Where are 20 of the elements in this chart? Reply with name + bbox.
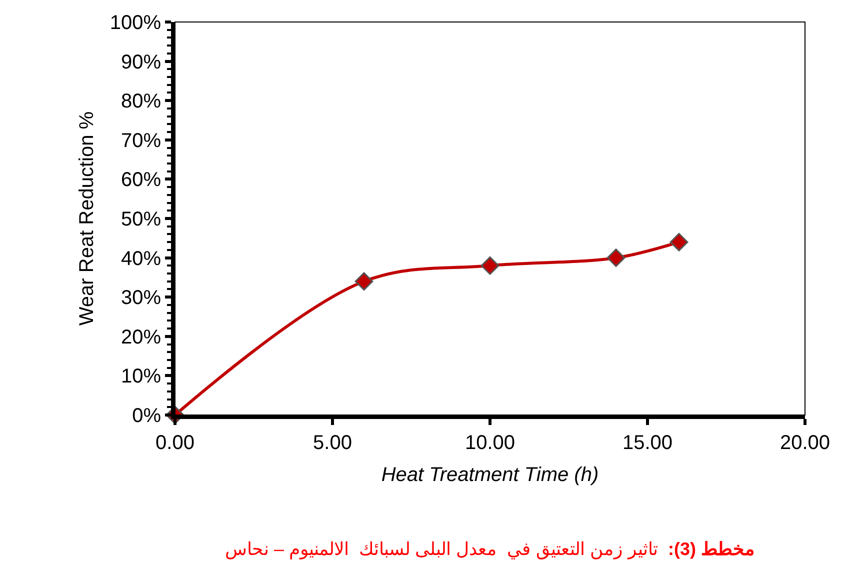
y-axis-title: Wear Reat Reduction %: [76, 111, 98, 326]
text: مخطط (3):: [668, 539, 756, 559]
x-axis-title: Heat Treatment Time (h): [381, 464, 599, 486]
y-tick-label: 40%: [120, 248, 162, 270]
y-tick-label: 0%: [132, 405, 162, 427]
y-tick-label: 80%: [120, 90, 162, 113]
x-tick-label: 5.00: [313, 432, 352, 454]
y-tick-label: 20%: [120, 326, 162, 348]
y-tick-label: 90%: [120, 51, 162, 74]
y-tick-label: 70%: [120, 130, 162, 152]
y-tick-label: 60%: [120, 169, 162, 192]
text: تاثير زمن التعتيق في معدل البلى لسبائك الالمنيوم – نحاس: [225, 539, 658, 559]
x-tick-label: 0.00: [156, 432, 194, 454]
x-tick-label: 20.00: [780, 432, 830, 454]
y-tick-label: 50%: [120, 208, 162, 230]
x-tick-label: 15.00: [622, 432, 673, 454]
y-tick-label: 100%: [110, 12, 162, 34]
y-tick-label: 10%: [120, 366, 162, 388]
x-tick-label: 10.00: [464, 432, 516, 454]
y-tick-label: 30%: [120, 287, 162, 310]
